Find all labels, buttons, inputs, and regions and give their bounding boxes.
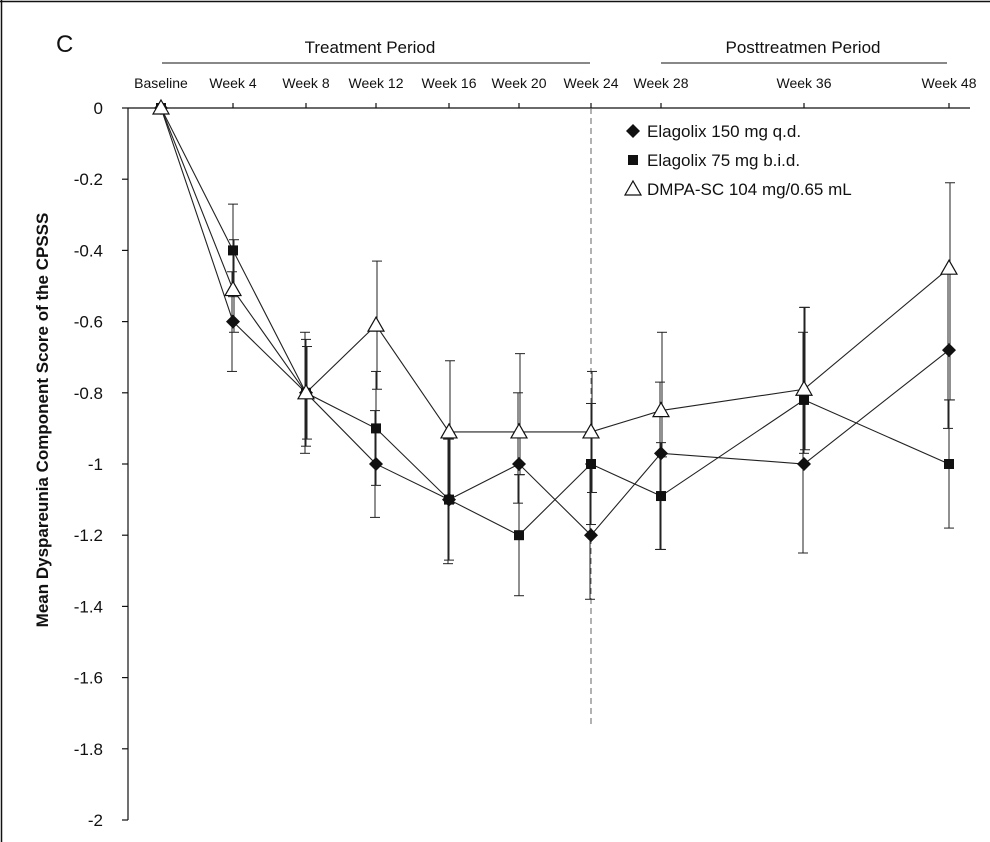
posttreatment-period-label: Posttreatmen Period [726, 38, 881, 57]
data-point-square [444, 494, 454, 505]
data-point-triangle [296, 383, 316, 400]
series-lines [160, 107, 950, 537]
y-tick-label: -0.2 [74, 170, 103, 189]
legend-label: Elagolix 150 mg q.d. [647, 122, 801, 141]
data-point-diamond [584, 528, 598, 543]
treatment-period-label: Treatment Period [305, 38, 436, 57]
axis-ticks: 0 -0.2 -0.4 -0.6 -0.8 -1 -1.2 -1.4 -1.6 -1.8 -2 Bas… [74, 75, 977, 830]
x-tick-label: Baseline [134, 75, 188, 91]
y-tick-label: -2 [88, 811, 103, 830]
data-point-square [371, 423, 381, 434]
legend-label: DMPA-SC 104 mg/0.65 mL [647, 180, 852, 199]
series-markers [151, 98, 959, 543]
legend-entry-elagolix-150: Elagolix 150 mg q.d. [626, 122, 801, 141]
legend-square-marker [628, 155, 638, 165]
series-line-diamond [160, 107, 950, 537]
y-tick-label: -1.6 [74, 669, 103, 688]
legend-label: Elagolix 75 mg b.i.d. [647, 151, 800, 170]
x-tick-label: Week 12 [349, 75, 404, 91]
y-tick-label: -0.4 [74, 241, 103, 260]
y-tick-label: -0.8 [74, 384, 103, 403]
legend-triangle-marker [623, 179, 643, 196]
data-point-square [799, 394, 809, 405]
data-point-triangle [939, 258, 959, 275]
x-tick-label: Week 8 [282, 75, 329, 91]
data-point-diamond [226, 314, 240, 329]
data-point-diamond [942, 343, 956, 358]
data-point-square [586, 459, 596, 469]
data-point-triangle [223, 280, 243, 297]
legend-entry-elagolix-75: Elagolix 75 mg b.i.d. [628, 151, 800, 170]
data-point-triangle [651, 401, 671, 418]
legend-diamond-marker [626, 124, 640, 138]
y-tick-label: 0 [94, 99, 103, 118]
x-tick-label: Week 20 [492, 75, 547, 91]
data-point-square [514, 530, 524, 541]
y-tick-label: -0.6 [74, 313, 103, 332]
y-tick-label: -1 [88, 455, 103, 474]
series-line-square [160, 107, 950, 536]
x-tick-label: Week 28 [634, 75, 689, 91]
x-tick-label: Week 48 [922, 75, 977, 91]
legend: Elagolix 150 mg q.d. Elagolix 75 mg b.i.… [623, 122, 852, 199]
data-point-triangle [439, 422, 459, 439]
data-point-triangle [366, 315, 386, 332]
data-point-diamond [797, 457, 811, 471]
data-point-diamond [369, 457, 383, 471]
data-point-diamond [512, 457, 526, 471]
y-axis-title: Mean Dyspareunia Component Score of the … [33, 213, 52, 628]
series-line-triangle [160, 107, 950, 433]
data-point-diamond [654, 446, 668, 461]
y-tick-label: -1.8 [74, 740, 103, 759]
x-tick-label: Week 16 [422, 75, 477, 91]
x-tick-label: Week 4 [209, 75, 256, 91]
y-tick-label: -1.4 [74, 597, 103, 616]
data-point-triangle [151, 98, 171, 115]
legend-entry-dmpa: DMPA-SC 104 mg/0.65 mL [623, 179, 852, 199]
data-point-square [228, 245, 238, 256]
panel-label: C [56, 31, 73, 58]
data-point-triangle [581, 422, 601, 439]
x-tick-label: Week 36 [777, 75, 832, 91]
x-tick-label: Week 24 [564, 75, 619, 91]
data-point-square [656, 491, 666, 502]
data-point-triangle [794, 380, 814, 396]
y-tick-label: -1.2 [74, 526, 103, 545]
data-point-triangle [509, 422, 529, 439]
data-point-square [944, 459, 954, 469]
